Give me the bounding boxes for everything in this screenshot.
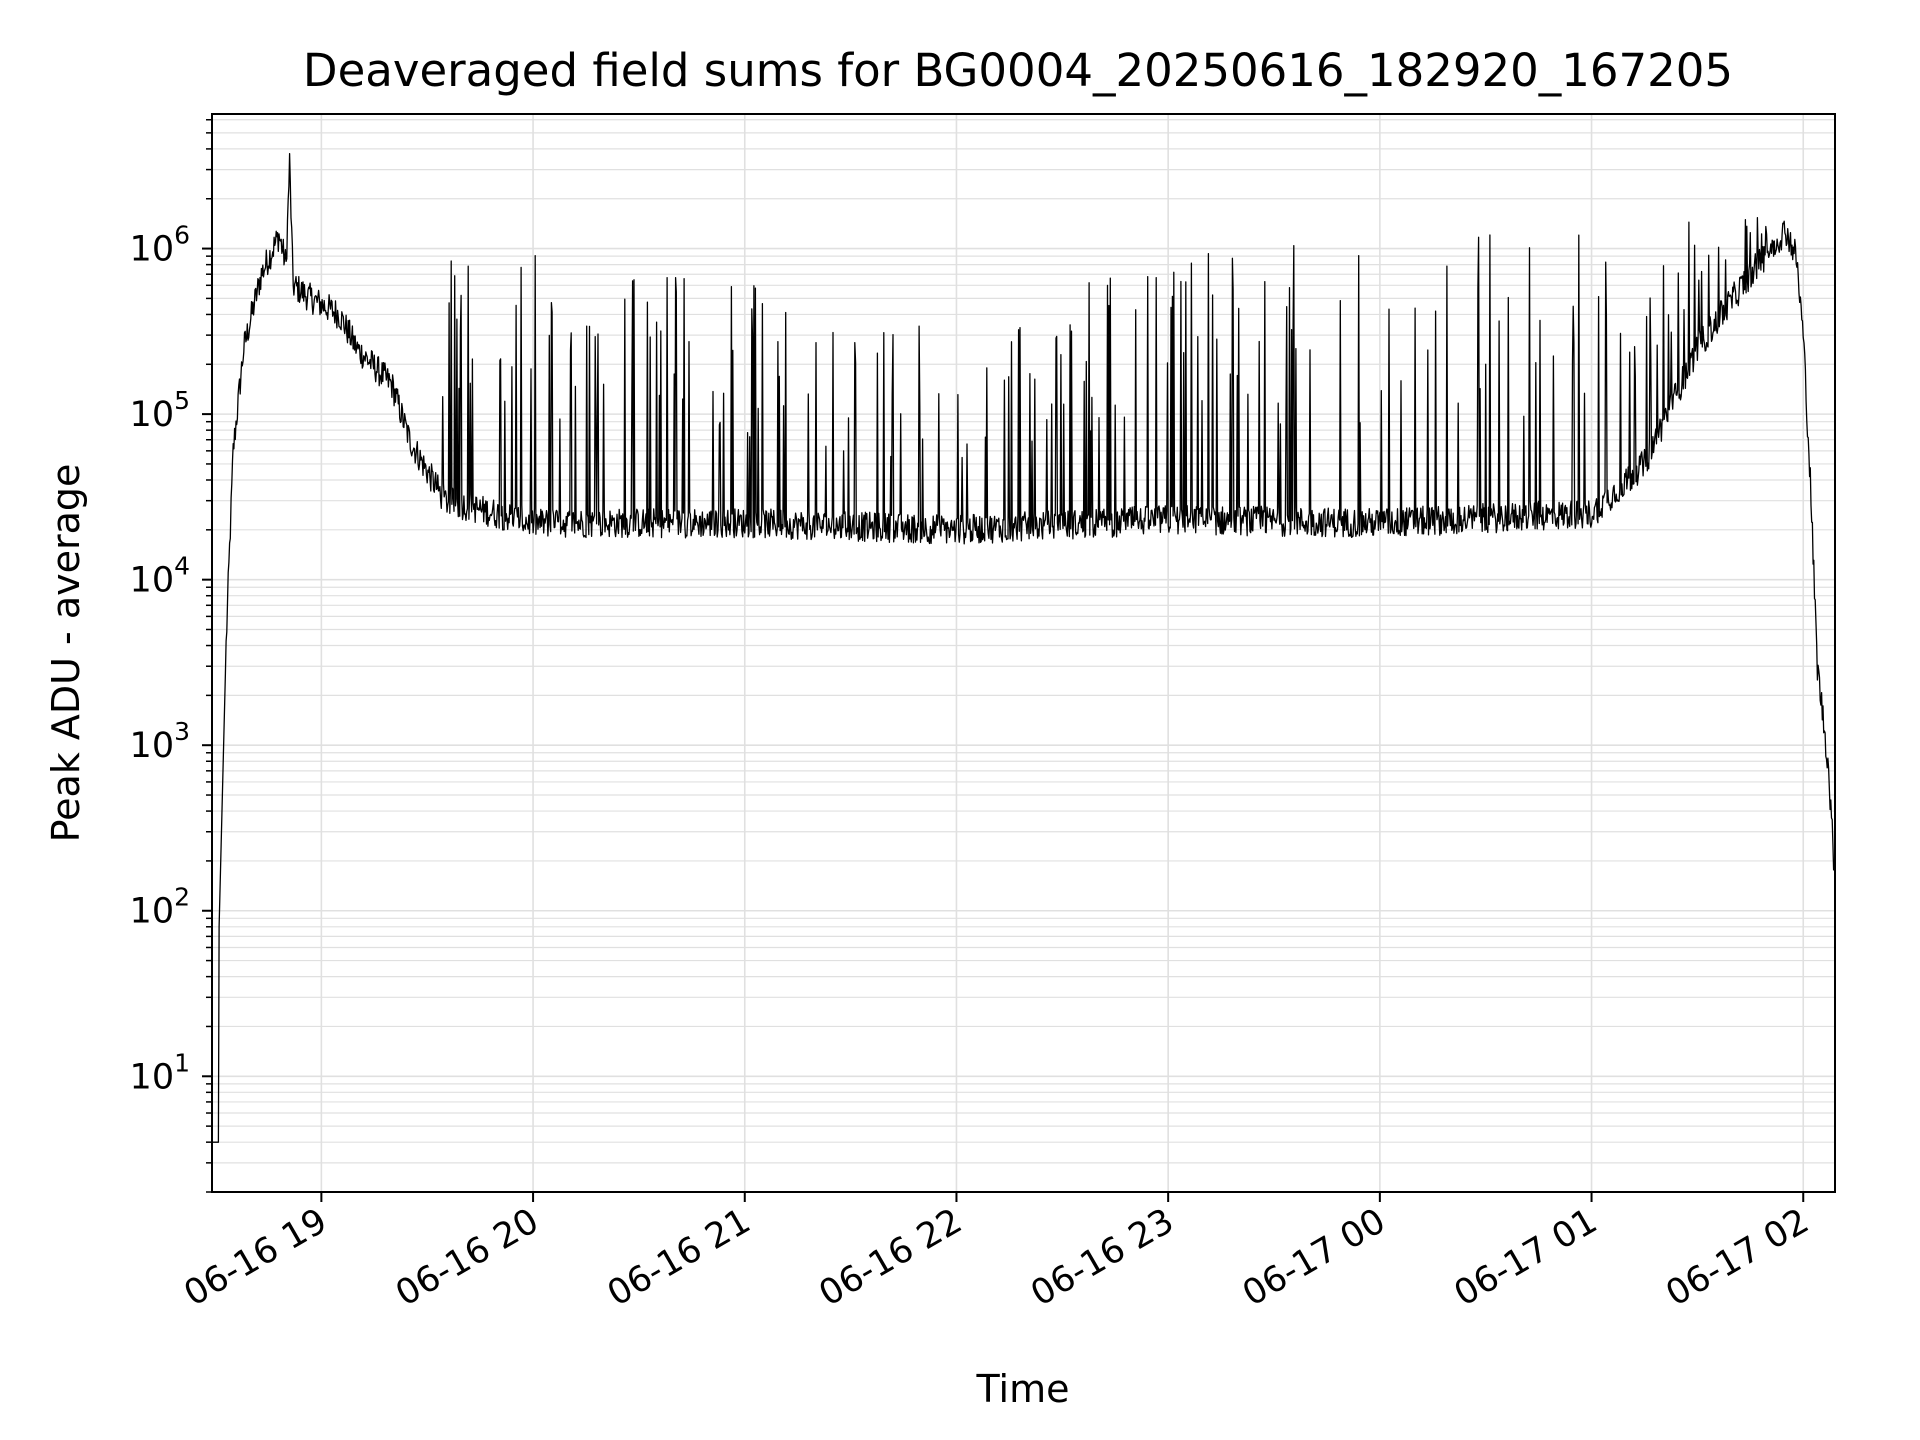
x-tick-label: 06-16 22 [813, 1201, 969, 1314]
x-axis-label: Time [976, 1367, 1070, 1411]
y-tick-label: 101 [130, 1048, 190, 1097]
x-tick-label: 06-17 01 [1448, 1201, 1604, 1314]
x-tick-label: 06-16 23 [1024, 1201, 1180, 1314]
series-line [212, 153, 1835, 1143]
y-tick-label: 103 [130, 717, 190, 766]
x-tick-label: 06-16 20 [389, 1201, 545, 1314]
grid-layer [212, 114, 1835, 1193]
x-tick-label: 06-16 21 [601, 1201, 757, 1314]
plot-frame [211, 113, 1836, 1193]
x-tick-label: 06-17 02 [1659, 1201, 1815, 1314]
y-axis-label: Peak ADU - average [44, 464, 88, 843]
y-ticks: 101 102 103 104 105 106 [130, 119, 212, 1193]
y-tick-label: 102 [130, 883, 190, 932]
y-tick-label: 106 [130, 221, 190, 270]
x-tick-label: 06-17 00 [1236, 1201, 1392, 1314]
x-ticks: 06-16 19 06-16 20 06-16 21 06-16 22 06-16 23… [178, 1192, 1816, 1314]
y-tick-label: 104 [130, 552, 190, 601]
series-layer [212, 153, 1835, 1143]
x-tick-label: 06-16 19 [178, 1201, 334, 1314]
chart-title: Deaveraged field sums for BG0004_2025061… [303, 44, 1733, 97]
y-tick-label: 105 [130, 386, 190, 435]
